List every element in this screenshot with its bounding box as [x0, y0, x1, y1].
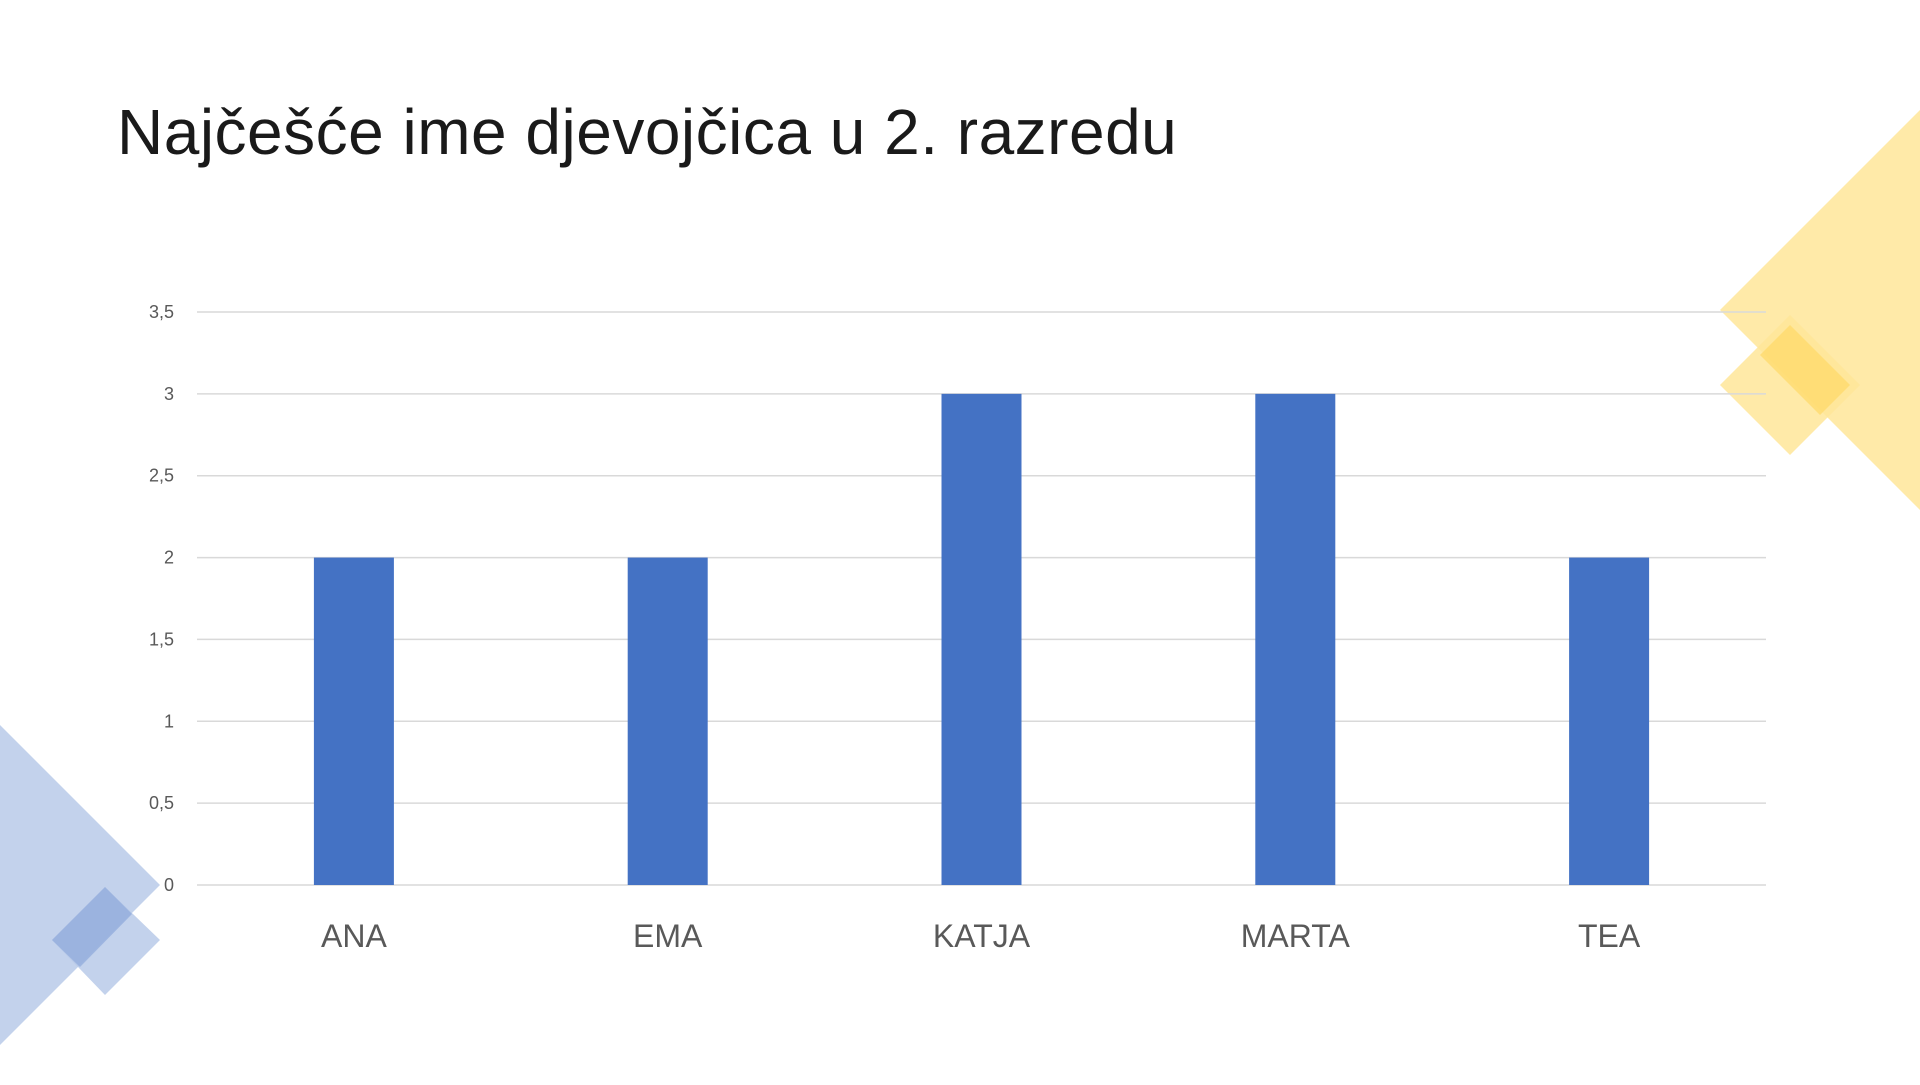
bar-ema [627, 557, 708, 885]
x-category-label: EMA [633, 918, 703, 954]
x-category-label: TEA [1578, 918, 1641, 954]
y-tick-label: 0 [164, 875, 174, 895]
y-tick-label: 3,5 [149, 302, 174, 322]
x-category-label: KATJA [933, 918, 1031, 954]
bar-katja [941, 393, 1022, 885]
bar-tea [1569, 557, 1650, 885]
yellow-diamond-large [1720, 110, 1920, 510]
yellow-diamond-overlap [1760, 325, 1850, 415]
y-tick-label: 3 [164, 384, 174, 404]
blue-diamond-overlap [52, 887, 132, 967]
blue-diamond-large [0, 725, 160, 1045]
y-tick-label: 1 [164, 711, 174, 731]
x-axis-labels: ANA EMA KATJA MARTA TEA [321, 918, 1641, 954]
bars [313, 393, 1650, 885]
y-tick-label: 2 [164, 548, 174, 568]
slide-title: Najčešće ime djevojčica u 2. razredu [117, 96, 1178, 168]
x-category-label: MARTA [1241, 918, 1351, 954]
bar-marta [1255, 393, 1336, 885]
bar-ana [313, 557, 394, 885]
y-tick-label: 0,5 [149, 793, 174, 813]
y-axis-ticks: 0 0,5 1 1,5 2 2,5 3 3,5 [149, 302, 174, 895]
y-tick-label: 2,5 [149, 466, 174, 486]
x-category-label: ANA [321, 918, 387, 954]
y-tick-label: 1,5 [149, 629, 174, 649]
